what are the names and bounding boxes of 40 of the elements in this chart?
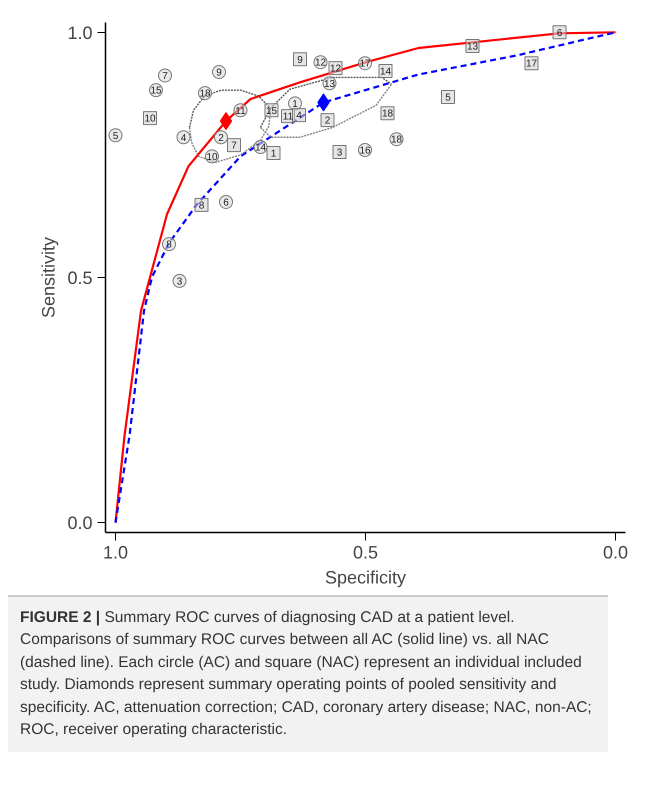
annotation: 3 [336,147,343,158]
annotation: 14 [254,142,266,154]
caption: FIGURE 2 | [20,609,100,626]
annotation: 4 [180,132,187,144]
annotation: 10 [144,114,156,125]
annotation: 13 [324,78,336,90]
annotation: 2 [324,116,331,127]
x-tick-label: 0.0 [602,542,628,562]
annotation: 1 [270,148,277,160]
annotation: 8 [198,200,205,212]
annotation: 11 [235,106,246,117]
annotation: 15 [266,106,278,117]
annotation: 5 [112,130,119,142]
annotation: 4 [296,110,302,122]
annotation: 10 [206,152,218,163]
x-tick-label: 1.0 [102,542,128,562]
annotation: 1 [292,98,298,110]
y-axis-title: Sensitivity [38,236,58,318]
annotation: 7 [231,140,238,152]
y-tick-label: 1.0 [67,22,93,43]
annotation: 2 [218,132,224,144]
x-tick-label: 0.5 [352,542,378,562]
annotation: 7 [162,70,168,82]
annotation: 18 [390,134,402,146]
annotation: 18 [199,88,211,100]
annotation: 13 [466,42,478,53]
annotation: 6 [223,197,230,208]
x-axis-title: Specificity [324,568,406,588]
annotation: 5 [445,92,452,104]
annotation: 14 [380,66,392,78]
annotation: 17 [526,58,538,70]
annotation: 9 [216,68,222,79]
annotation: 18 [382,108,394,120]
annotation: 12 [314,58,326,69]
annotation: 16 [359,146,371,156]
y-tick-label: 0.5 [67,268,93,288]
y-tick-label: 0.0 [67,513,93,534]
annotation: 9 [297,54,304,66]
annotation: 15 [150,86,162,97]
annotation: 3 [176,276,183,288]
